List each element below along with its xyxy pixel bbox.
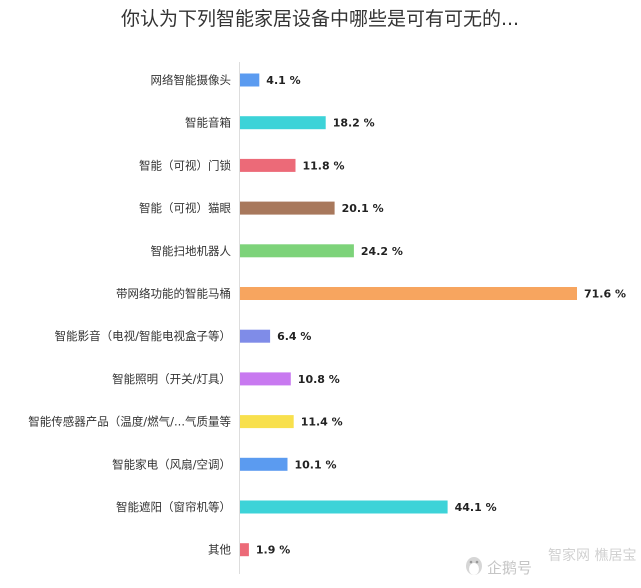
- category-label: 智能（可视）门锁: [139, 158, 231, 172]
- value-label: 24.2 %: [361, 245, 403, 258]
- value-label: 10.1 %: [295, 458, 337, 471]
- bar: [240, 415, 294, 429]
- bar: [240, 201, 335, 215]
- value-label: 71.6 %: [584, 288, 626, 301]
- bar: [240, 372, 291, 386]
- value-label: 4.1 %: [266, 74, 300, 87]
- bar: [240, 500, 448, 514]
- penguin-icon: [466, 557, 482, 575]
- value-label: 44.1 %: [455, 501, 497, 514]
- bar: [240, 287, 577, 300]
- value-label: 11.4 %: [301, 416, 343, 429]
- watermark-source: 企鹅号: [487, 559, 532, 577]
- bar: [240, 116, 326, 130]
- category-label: 智能传感器产品（温度/燃气/...气质量等: [28, 415, 231, 429]
- category-label: 其他: [208, 543, 231, 557]
- value-label: 18.2 %: [333, 117, 375, 130]
- value-label: 1.9 %: [256, 544, 290, 557]
- category-label: 智能影音（电视/智能电视盒子等）: [55, 329, 231, 343]
- category-label: 带网络功能的智能马桶: [116, 287, 231, 301]
- value-label: 10.8 %: [298, 373, 340, 386]
- bar: [240, 457, 288, 471]
- watermark-brand: 智家网 樵居宝: [548, 547, 636, 564]
- bar: [240, 543, 249, 557]
- category-label: 智能（可视）猫眼: [139, 201, 231, 215]
- category-label: 智能音箱: [185, 116, 231, 130]
- category-label: 智能家电（风扇/空调）: [112, 457, 231, 471]
- bar: [240, 244, 354, 258]
- bar: [240, 329, 271, 343]
- value-label: 20.1 %: [342, 202, 384, 215]
- bars-layer: 网络智能摄像头 4.1 % 智能音箱 18.2 % 智能（可视）门锁 11.8 % 智能（可…: [28, 73, 626, 557]
- category-label: 智能照明（开关/灯具）: [112, 372, 231, 386]
- category-label: 智能扫地机器人: [151, 244, 232, 258]
- value-label: 11.8 %: [303, 159, 345, 172]
- category-label: 智能遮阳（窗帘机等）: [116, 500, 231, 514]
- category-label: 网络智能摄像头: [151, 73, 232, 87]
- bar: [240, 73, 260, 87]
- watermark: 企鹅号 智家网 樵居宝: [466, 547, 636, 577]
- bar: [240, 158, 296, 172]
- value-label: 6.4 %: [277, 330, 311, 343]
- chart-title: 你认为下列智能家居设备中哪些是可有可无的...: [121, 8, 519, 30]
